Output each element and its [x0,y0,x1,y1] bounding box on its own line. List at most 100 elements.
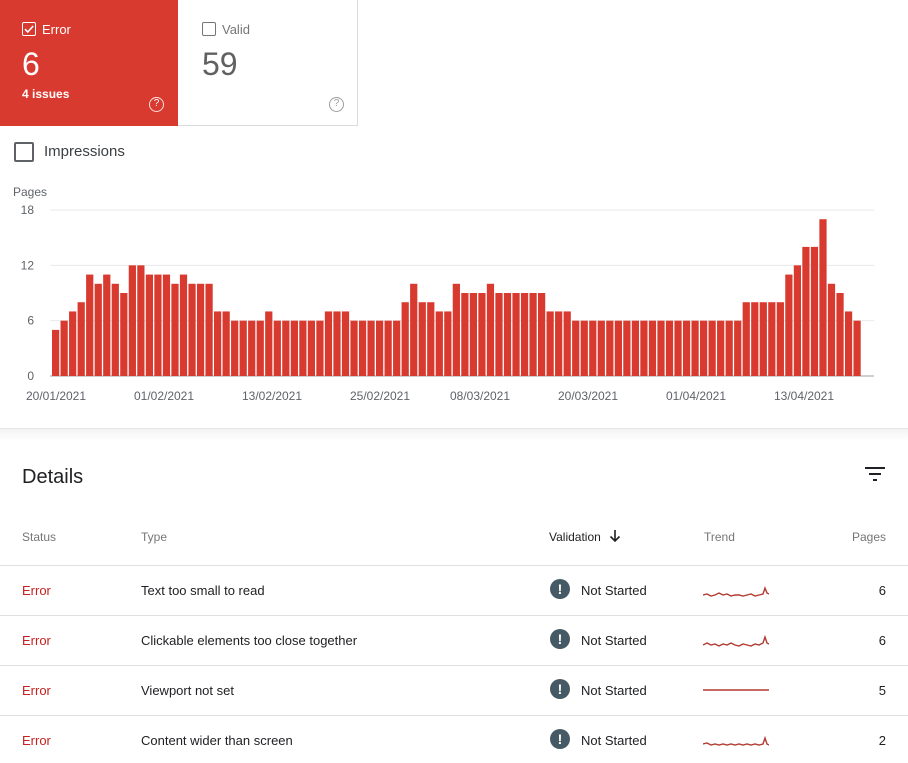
chart-bar [648,320,657,376]
chart-bar [776,302,784,376]
chart-bar [94,283,102,376]
chart-bar [572,320,580,376]
error-card-label: Error [42,22,71,37]
chart-bar [768,302,776,376]
x-tick-label: 13/02/2021 [242,389,302,403]
trend-sparkline [703,689,769,691]
chart-bar [503,293,512,376]
chart-bar [316,320,324,376]
check-icon [24,25,34,34]
chart-bar [631,320,640,376]
error-checkbox[interactable] [22,22,36,36]
chart-bar [495,293,503,376]
y-tick-label: 0 [27,369,34,383]
table-row[interactable]: Error Content wider than screen ! Not St… [0,715,908,763]
chart-bar [307,320,316,376]
table-row[interactable]: Error Clickable elements too close toget… [0,615,908,665]
chart-bar [478,293,486,376]
chart-bar [682,320,691,376]
chart-bar [231,320,239,376]
column-header-status[interactable]: Status [22,530,57,544]
impressions-checkbox[interactable] [14,142,34,162]
row-status: Error [22,683,51,698]
chart-bar [529,293,537,376]
row-type: Content wider than screen [141,733,293,748]
chart-bar [376,320,384,376]
column-header-pages[interactable]: Pages [851,530,886,544]
table-row[interactable]: Error Text too small to read ! Not Start… [0,565,908,615]
chart-bar [299,320,307,376]
chart-bar [248,320,256,376]
chart-bar [793,265,802,376]
trend-sparkline [703,634,769,647]
alert-icon: ! [550,729,570,749]
error-count: 6 [22,46,40,82]
section-divider [0,428,908,442]
chart-bar [179,274,188,376]
chart-bar [563,311,571,376]
chart-bar [171,283,179,376]
chart-bar [665,320,674,376]
chart-bar [751,302,759,376]
column-header-validation[interactable]: Validation [549,530,601,544]
chart-bar [606,320,614,376]
chart-bar [265,311,273,376]
column-header-type[interactable]: Type [141,530,168,544]
impressions-label[interactable]: Impressions [44,143,125,160]
valid-checkbox[interactable] [202,22,216,36]
y-axis-label: Pages [13,185,47,199]
chart-bar [810,246,819,376]
chart-bar [700,320,708,376]
chart-bar [427,302,435,376]
row-pages: 2 [878,733,886,748]
row-pages: 5 [878,683,886,698]
help-icon[interactable]: ? [329,97,344,112]
chart-bar [555,311,563,376]
row-type: Text too small to read [141,583,265,598]
y-tick-label: 12 [21,258,35,272]
x-tick-label: 13/04/2021 [774,389,834,403]
row-type: Viewport not set [141,683,234,698]
chart-bar [290,320,298,376]
chart-bar [512,293,520,376]
chart-bar [69,311,77,376]
chart-bar [273,320,281,376]
chart-bar [674,320,682,376]
chart-bar [128,265,136,376]
chart-bar [486,283,495,376]
chart-bar [589,320,597,376]
help-icon[interactable]: ? [149,97,164,112]
chart-bar [469,293,478,376]
chart-bar [597,320,605,376]
chart-bar [367,320,375,376]
error-card[interactable]: Error 6 4 issues ? [0,0,178,126]
chart-bar [188,283,196,376]
chart-bar [785,274,793,376]
chart-bar [358,320,367,376]
chart-bar [162,274,171,376]
chart-bar [384,320,392,376]
chart-bar [827,283,836,376]
chart-bar [239,320,247,376]
error-issues-count: 4 issues [22,87,70,101]
sort-down-arrow-icon[interactable] [608,528,622,544]
chart-bar [60,320,68,376]
chart-bar [256,320,264,376]
row-status: Error [22,633,51,648]
row-validation: Not Started [581,583,647,598]
chart-bar [333,311,341,376]
row-status: Error [22,583,51,598]
filter-icon[interactable] [865,466,885,482]
chart-bar [836,293,844,376]
table-row[interactable]: Error Viewport not set ! Not Started 5 [0,665,908,715]
chart-bar [341,311,350,376]
chart-bar [819,219,827,376]
details-title: Details [22,466,84,488]
chart-bar [708,320,716,376]
valid-card[interactable]: Valid 59 ? [178,0,358,126]
y-tick-label: 18 [21,203,35,217]
chart-bar [844,311,853,376]
chart-bar [324,311,333,376]
alert-icon: ! [550,579,570,599]
chart-bar [614,320,622,376]
